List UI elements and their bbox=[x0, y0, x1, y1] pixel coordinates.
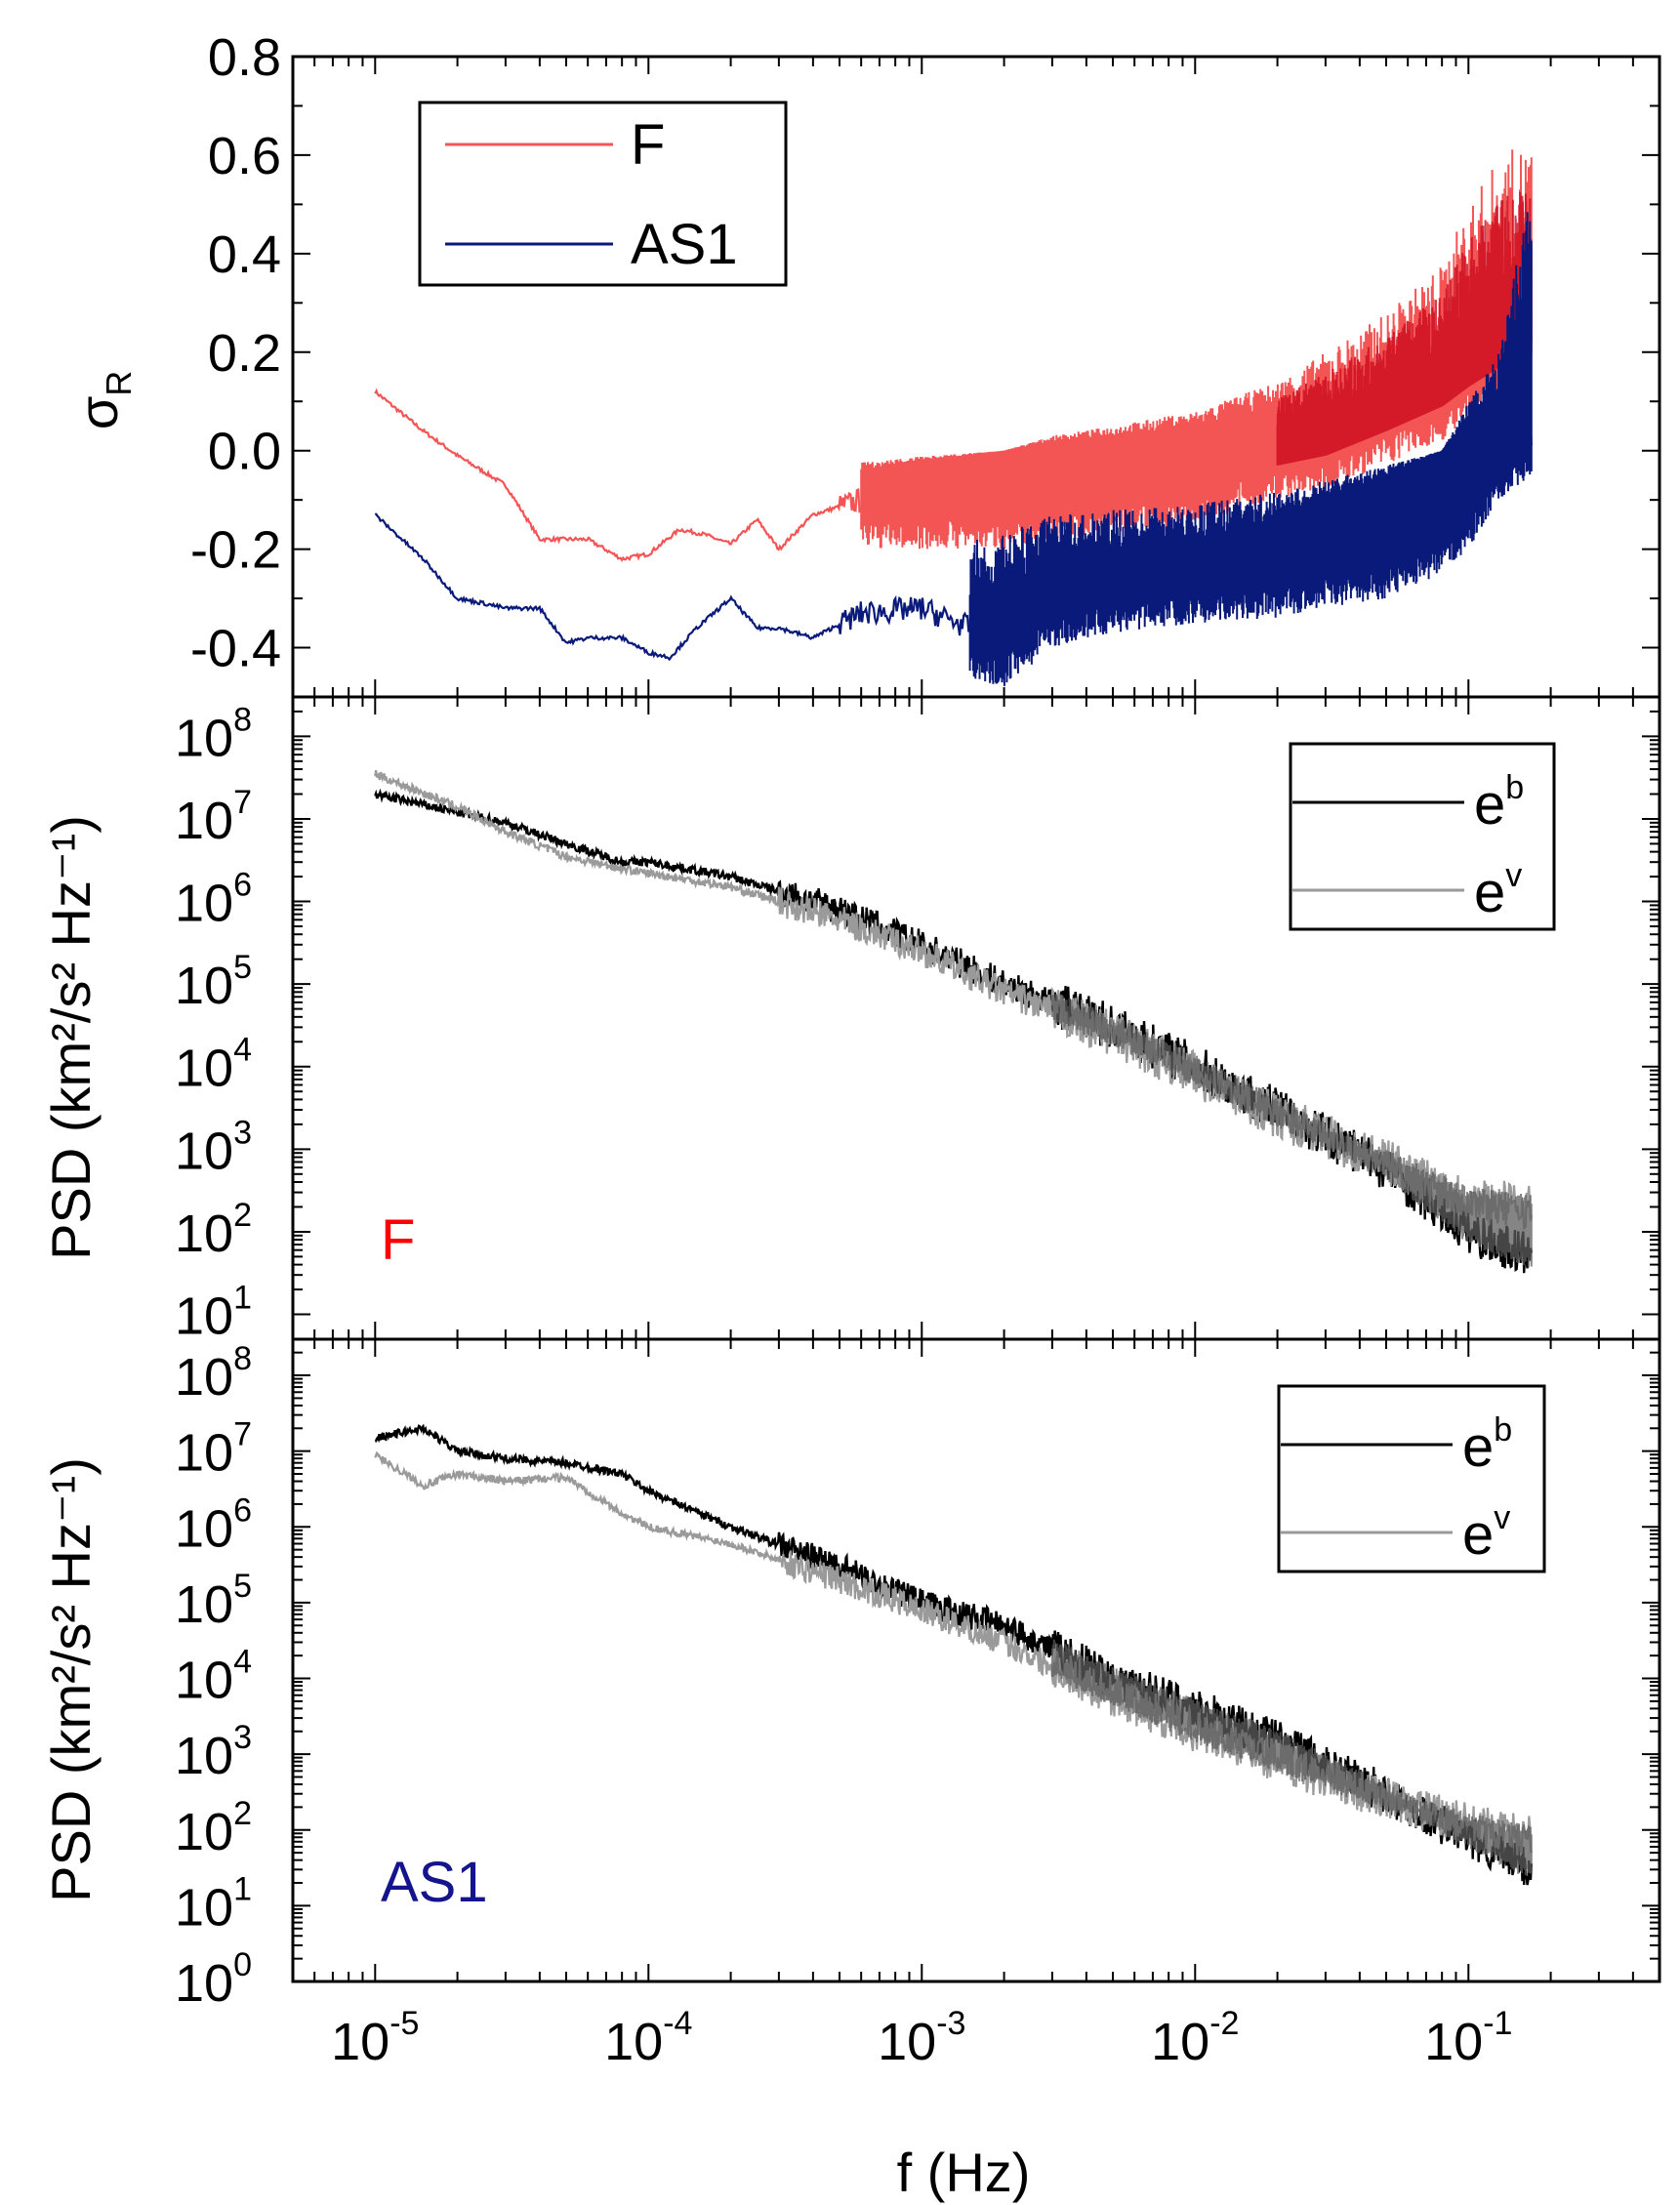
x-tick-label: 10-5 bbox=[331, 2005, 419, 2071]
y-tick-label: 100 bbox=[175, 1946, 252, 2013]
y-tick-label: 0.0 bbox=[208, 423, 281, 481]
series-ev-line bbox=[374, 769, 1533, 1231]
y-tick-label: -0.2 bbox=[190, 521, 281, 580]
y-axis-title: PSD (km²/s² Hz⁻¹) bbox=[40, 815, 102, 1260]
x-axis-tick-labels: 10-5 10-4 10-3 10-2 10-1 bbox=[331, 2005, 1512, 2071]
x-tick-label: 10-1 bbox=[1424, 2005, 1512, 2071]
y-tick-label: 106 bbox=[175, 1491, 252, 1558]
panel-sigma-r: 0.8 0.6 0.4 0.2 0.0 -0.2 -0.4 σR F AS1 bbox=[67, 28, 1661, 699]
y-tick-label: 105 bbox=[175, 949, 252, 1015]
x-tick-label: 10-3 bbox=[878, 2005, 965, 2071]
series-overlap-band bbox=[1050, 994, 1533, 1268]
y-tick-label: 0.4 bbox=[208, 225, 281, 284]
legend-box bbox=[1277, 1384, 1546, 1573]
x-tick-label: 10-4 bbox=[604, 2005, 692, 2071]
y-tick-label: 108 bbox=[175, 1340, 252, 1407]
y-tick-label: 103 bbox=[175, 1719, 252, 1785]
panel-psd-as1: 100 101 102 103 104 105 106 107 108 PSD (km²/s² H… bbox=[40, 1337, 1661, 2013]
y-tick-label: 108 bbox=[175, 701, 252, 767]
x-axis-title: f (Hz) bbox=[897, 2142, 1031, 2203]
y-axis-title: PSD (km²/s² Hz⁻¹) bbox=[40, 1457, 102, 1902]
y-tick-label: 102 bbox=[175, 1795, 252, 1861]
legend: eb ev bbox=[1277, 1384, 1546, 1573]
y-tick-label: -0.4 bbox=[190, 620, 281, 678]
legend-box bbox=[418, 101, 788, 287]
panel-annotation: F bbox=[381, 1208, 415, 1272]
legend-label-eb: eb bbox=[1462, 1411, 1512, 1479]
legend-label-ev: ev bbox=[1462, 1499, 1510, 1567]
legend: eb ev bbox=[1289, 742, 1556, 931]
y-tick-label: 0.8 bbox=[208, 28, 281, 87]
y-tick-label: 105 bbox=[175, 1568, 252, 1634]
legend-label-eb: eb bbox=[1474, 769, 1524, 837]
series-overlap-band bbox=[1050, 1639, 1533, 1876]
y-tick-label: 102 bbox=[175, 1197, 252, 1263]
legend-label-AS1: AS1 bbox=[631, 213, 738, 276]
y-tick-label: 104 bbox=[175, 1032, 252, 1098]
y-tick-label: 101 bbox=[175, 1280, 252, 1346]
legend-label-ev: ev bbox=[1474, 857, 1522, 924]
plot-frame bbox=[291, 1337, 1661, 1983]
x-tick-label: 10-2 bbox=[1151, 2005, 1239, 2071]
y-tick-label: 107 bbox=[175, 1416, 252, 1483]
y-tick-label: 0.2 bbox=[208, 324, 281, 383]
panel-psd-f: 101 102 103 104 105 106 107 108 PSD (km²/s² Hz⁻¹… bbox=[40, 695, 1661, 1346]
y-tick-label: 106 bbox=[175, 867, 252, 933]
legend-label-F: F bbox=[631, 113, 665, 177]
y-axis-title: σR bbox=[67, 371, 139, 430]
legend-box bbox=[1289, 742, 1556, 931]
y-tick-label: 101 bbox=[175, 1870, 252, 1937]
y-tick-label: 0.6 bbox=[208, 127, 281, 185]
legend: F AS1 bbox=[418, 101, 788, 287]
y-tick-label: 107 bbox=[175, 784, 252, 850]
series-F-core bbox=[1276, 191, 1533, 466]
series-AS1-spikes bbox=[968, 212, 1533, 686]
panel-annotation: AS1 bbox=[381, 1851, 488, 1914]
y-tick-label: 104 bbox=[175, 1644, 252, 1710]
y-tick-label: 103 bbox=[175, 1114, 252, 1180]
